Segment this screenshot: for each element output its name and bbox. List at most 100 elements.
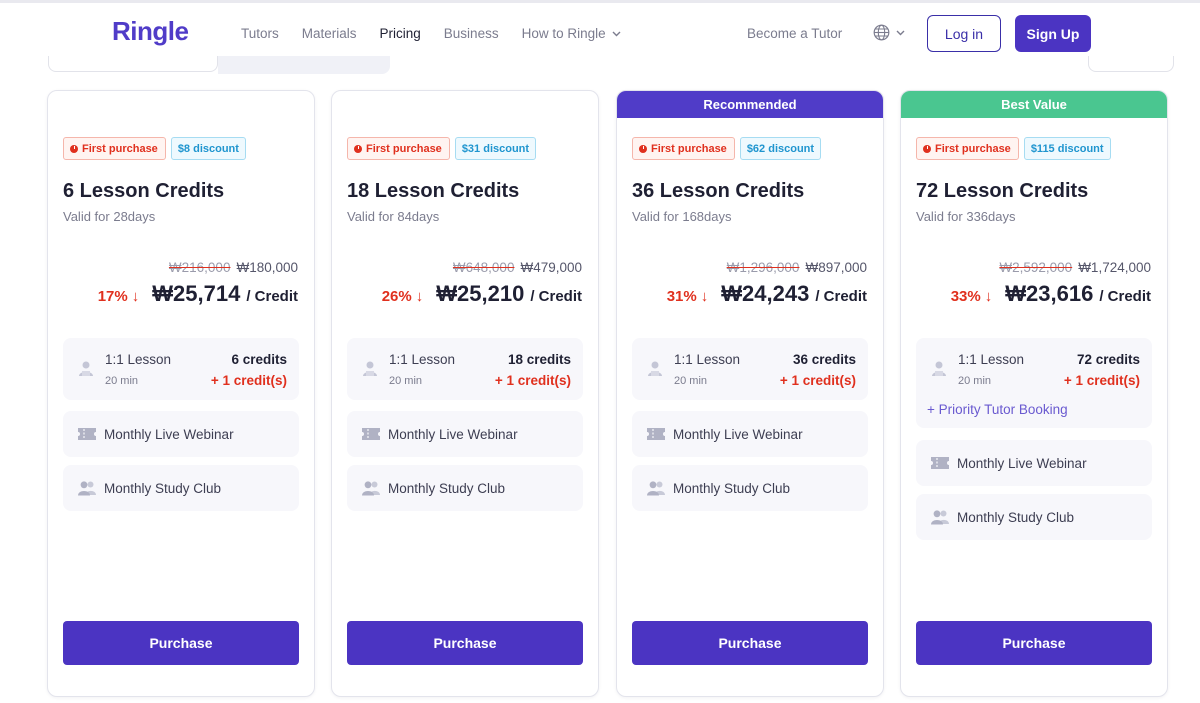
first-purchase-badge: First purchase (347, 137, 450, 160)
lesson-credits: 18 credits (507, 352, 571, 367)
plan-title: 6 Lesson Credits (63, 180, 225, 202)
sale-price: ₩897,000 (805, 260, 867, 275)
plan-prices: ₩216,000 ₩180,000 (169, 260, 298, 275)
bonus-credits: + 1 credit(s) (1063, 373, 1140, 388)
first-purchase-badge: First purchase (916, 137, 1019, 160)
plan-prices: ₩2,592,000 ₩1,724,000 (999, 260, 1151, 275)
first-purchase-label: First purchase (82, 142, 158, 155)
top-border (0, 0, 1200, 3)
per-credit-unit: / Credit (1099, 288, 1151, 305)
nav-pricing[interactable]: Pricing (379, 26, 421, 41)
lesson-box: 1:1 Lesson 20 min 36 credits + 1 credit(… (632, 338, 868, 400)
per-credit-unit: / Credit (815, 288, 867, 305)
language-selector[interactable] (873, 24, 905, 41)
lesson-name: 1:1 Lesson (958, 352, 1025, 367)
globe-icon (873, 24, 890, 41)
priority-booking: + Priority Tutor Booking (927, 402, 1068, 417)
feature-webinar: Monthly Live Webinar (916, 440, 1152, 486)
lesson-box: 1:1 Lesson 20 min 72 credits + 1 credit(… (916, 338, 1152, 428)
nav-tutors[interactable]: Tutors (241, 26, 279, 41)
arrow-down-icon: ↓ (984, 288, 993, 305)
ticket-icon (645, 427, 667, 441)
purchase-button[interactable]: Purchase (347, 621, 583, 665)
plan-badges: First purchase $62 discount (632, 137, 822, 160)
plan-title: 72 Lesson Credits (916, 180, 1089, 202)
alert-icon (70, 144, 78, 153)
sale-price: ₩180,000 (236, 260, 298, 275)
original-price: ₩216,000 (168, 260, 231, 275)
users-icon (76, 480, 98, 496)
users-icon (360, 480, 382, 496)
nav-how-to-ringle[interactable]: How to Ringle (522, 26, 621, 41)
lesson-credits: 36 credits (792, 352, 856, 367)
discount-badge: $115 discount (1023, 137, 1111, 160)
original-price: ₩648,000 (452, 260, 515, 275)
first-purchase-label: First purchase (651, 142, 727, 155)
feature-study-club: Monthly Study Club (916, 494, 1152, 540)
per-credit-line: 31% ↓ ₩24,243 / Credit (667, 281, 867, 307)
purchase-button[interactable]: Purchase (63, 621, 299, 665)
plan-validity: Valid for 168days (632, 209, 732, 224)
lesson-box: 1:1 Lesson 20 min 18 credits + 1 credit(… (347, 338, 583, 400)
tutor-icon (932, 361, 946, 376)
per-credit-unit: / Credit (530, 288, 582, 305)
lesson-credits: 6 credits (231, 352, 287, 367)
nav-business[interactable]: Business (443, 26, 499, 41)
become-tutor-link[interactable]: Become a Tutor (747, 26, 843, 41)
signup-button[interactable]: Sign Up (1015, 15, 1091, 52)
plan-badges: First purchase $115 discount (916, 137, 1111, 160)
original-price: ₩2,592,000 (999, 260, 1073, 275)
ticket-icon (360, 427, 382, 441)
discount-percent: 17% (97, 288, 128, 305)
plan-title: 36 Lesson Credits (632, 180, 805, 202)
main-nav: Tutors Materials Pricing Business How to… (241, 26, 621, 41)
per-credit-line: 17% ↓ ₩25,714 / Credit (98, 281, 298, 307)
plan-card-4: Best Value First purchase $115 discount … (900, 90, 1168, 697)
plan-prices: ₩1,296,000 ₩897,000 (727, 260, 867, 275)
discount-badge: $8 discount (170, 137, 246, 160)
plan-validity: Valid for 84days (347, 209, 440, 224)
per-credit-price: ₩24,243 (721, 281, 810, 306)
discount-percent: 31% (666, 288, 697, 305)
plan-badges: First purchase $8 discount (63, 137, 246, 160)
plan-title: 18 Lesson Credits (347, 180, 520, 202)
first-purchase-badge: First purchase (63, 137, 166, 160)
per-credit-line: 33% ↓ ₩23,616 / Credit (951, 281, 1151, 307)
sale-price: ₩479,000 (520, 260, 582, 275)
discount-badge: $62 discount (739, 137, 822, 160)
feature-webinar: Monthly Live Webinar (632, 411, 868, 457)
lesson-name: 1:1 Lesson (105, 352, 172, 367)
discount-percent: 33% (950, 288, 981, 305)
first-purchase-label: First purchase (366, 142, 442, 155)
plan-badges: First purchase $31 discount (347, 137, 537, 160)
feature-study-club: Monthly Study Club (632, 465, 868, 511)
feature-webinar-label: Monthly Live Webinar (388, 426, 518, 442)
per-credit-price: ₩25,210 (436, 281, 525, 306)
login-button[interactable]: Log in (927, 15, 1001, 52)
plan-validity: Valid for 28days (63, 209, 156, 224)
nav-how-to-ringle-label: How to Ringle (521, 26, 606, 41)
feature-study-club: Monthly Study Club (63, 465, 299, 511)
bonus-credits: + 1 credit(s) (494, 373, 571, 388)
feature-study-club: Monthly Study Club (347, 465, 583, 511)
feature-webinar: Monthly Live Webinar (347, 411, 583, 457)
lesson-box: 1:1 Lesson 20 min 6 credits + 1 credit(s… (63, 338, 299, 400)
purchase-button[interactable]: Purchase (632, 621, 868, 665)
nav-materials[interactable]: Materials (301, 26, 357, 41)
original-price: ₩1,296,000 (726, 260, 800, 275)
ringle-logo[interactable]: Ringle (112, 16, 189, 46)
alert-icon (923, 144, 931, 153)
feature-study-club-label: Monthly Study Club (388, 480, 506, 496)
bonus-credits: + 1 credit(s) (210, 373, 287, 388)
discount-badge: $31 discount (454, 137, 537, 160)
ticket-icon (929, 456, 951, 470)
purchase-button[interactable]: Purchase (916, 621, 1152, 665)
feature-study-club-label: Monthly Study Club (673, 480, 791, 496)
plan-ribbon: Recommended (617, 91, 883, 118)
plan-card-1: First purchase $8 discount 6 Lesson Cred… (47, 90, 315, 697)
tutor-icon (363, 361, 377, 376)
lesson-duration: 20 min (674, 375, 708, 387)
chevron-down-icon (612, 31, 621, 36)
plan-card-2: First purchase $31 discount 18 Lesson Cr… (331, 90, 599, 697)
plan-ribbon: Best Value (901, 91, 1167, 118)
